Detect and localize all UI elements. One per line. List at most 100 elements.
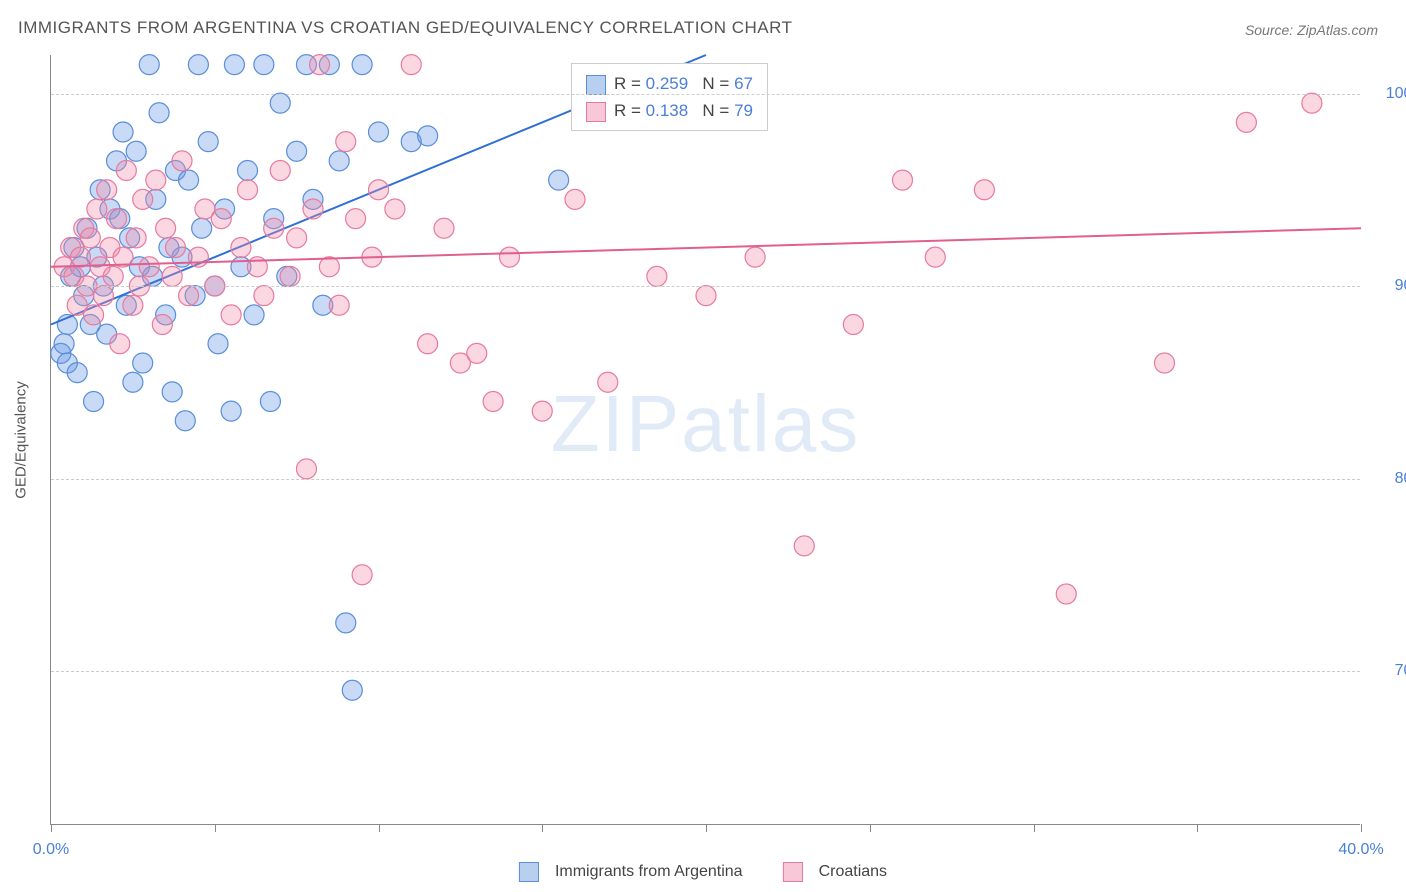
data-point [93, 286, 113, 306]
data-point [598, 372, 618, 392]
data-point [175, 411, 195, 431]
data-point [224, 55, 244, 75]
data-point [126, 228, 146, 248]
plot-area: GED/Equivalency ZIPatlas R = 0.259 N = 6… [50, 55, 1360, 825]
legend-swatch [783, 862, 803, 882]
data-point [231, 238, 251, 258]
data-point [287, 141, 307, 161]
stat-r-value: 0.138 [646, 101, 689, 120]
gridline [51, 94, 1360, 95]
data-point [110, 334, 130, 354]
chart-title: IMMIGRANTS FROM ARGENTINA VS CROATIAN GE… [18, 18, 792, 38]
legend-swatch [519, 862, 539, 882]
data-point [198, 132, 218, 152]
data-point [260, 392, 280, 412]
legend-label: Immigrants from Argentina [555, 863, 743, 881]
data-point [483, 392, 503, 412]
data-point [238, 161, 258, 181]
data-point [303, 199, 323, 219]
y-tick-label: 90.0% [1370, 277, 1406, 295]
data-point [280, 266, 300, 286]
data-point [244, 305, 264, 325]
data-point [221, 401, 241, 421]
data-point [1155, 353, 1175, 373]
data-point [107, 209, 127, 229]
x-tick [379, 824, 380, 832]
data-point [549, 170, 569, 190]
data-point [925, 247, 945, 267]
data-point [434, 218, 454, 238]
x-tick [542, 824, 543, 832]
gridline [51, 671, 1360, 672]
stats-box: R = 0.259 N = 67R = 0.138 N = 79 [571, 63, 768, 131]
y-tick-label: 80.0% [1370, 470, 1406, 488]
data-point [162, 266, 182, 286]
data-point [270, 93, 290, 113]
data-point [97, 180, 117, 200]
stat-n-label: N = [702, 101, 729, 120]
data-point [211, 209, 231, 229]
stat-n-label: N = [702, 74, 729, 93]
stat-n-value: 79 [734, 101, 753, 120]
data-point [974, 180, 994, 200]
data-point [133, 353, 153, 373]
stat-n-value: 67 [734, 74, 753, 93]
gridline [51, 479, 1360, 480]
data-point [221, 305, 241, 325]
data-point [172, 151, 192, 171]
data-point [179, 286, 199, 306]
data-point [149, 103, 169, 123]
data-point [352, 55, 372, 75]
data-point [893, 170, 913, 190]
legend-swatch [586, 75, 606, 95]
data-point [467, 343, 487, 363]
data-point [385, 199, 405, 219]
x-tick [870, 824, 871, 832]
data-point [342, 680, 362, 700]
x-tick [1361, 824, 1362, 832]
data-point [696, 286, 716, 306]
data-point [500, 247, 520, 267]
data-point [103, 266, 123, 286]
data-point [843, 315, 863, 335]
data-point [67, 363, 87, 383]
x-tick [1197, 824, 1198, 832]
data-point [116, 161, 136, 181]
data-point [80, 228, 100, 248]
data-point [418, 126, 438, 146]
data-point [254, 55, 274, 75]
x-tick [706, 824, 707, 832]
data-point [152, 315, 172, 335]
scatter-svg [51, 55, 1360, 824]
data-point [139, 55, 159, 75]
data-point [296, 459, 316, 479]
data-point [188, 247, 208, 267]
data-point [54, 334, 74, 354]
data-point [254, 286, 274, 306]
x-tick [215, 824, 216, 832]
gridline [51, 286, 1360, 287]
data-point [238, 180, 258, 200]
data-point [139, 257, 159, 277]
data-point [123, 295, 143, 315]
data-point [1302, 93, 1322, 113]
data-point [369, 122, 389, 142]
data-point [565, 189, 585, 209]
x-tick-label: 40.0% [1338, 841, 1383, 859]
x-tick [1034, 824, 1035, 832]
data-point [336, 132, 356, 152]
stat-r-value: 0.259 [646, 74, 689, 93]
data-point [329, 151, 349, 171]
data-point [336, 613, 356, 633]
data-point [401, 55, 421, 75]
data-point [745, 247, 765, 267]
data-point [113, 122, 133, 142]
data-point [146, 170, 166, 190]
data-point [287, 228, 307, 248]
data-point [84, 392, 104, 412]
legend-label: Croatians [819, 863, 887, 881]
data-point [329, 295, 349, 315]
data-point [162, 382, 182, 402]
data-point [1056, 584, 1076, 604]
y-axis-title: GED/Equivalency [13, 381, 30, 499]
